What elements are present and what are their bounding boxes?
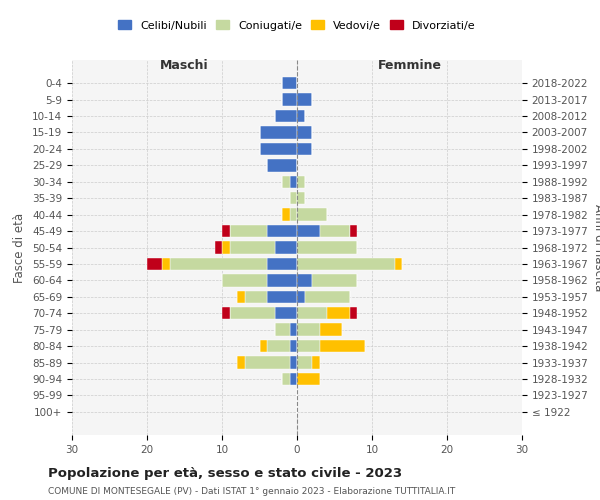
Bar — [267, 159, 297, 172]
Text: Popolazione per età, sesso e stato civile - 2023: Popolazione per età, sesso e stato civil… — [48, 468, 402, 480]
Bar — [275, 307, 297, 320]
Bar — [267, 258, 297, 270]
Bar — [349, 307, 357, 320]
Bar — [297, 143, 312, 155]
Bar — [327, 307, 349, 320]
Bar — [222, 307, 229, 320]
Bar — [222, 274, 267, 286]
Bar — [267, 274, 297, 286]
Bar — [297, 94, 312, 106]
Bar — [297, 356, 312, 368]
Bar — [290, 373, 297, 385]
Text: Maschi: Maschi — [160, 58, 209, 71]
Bar — [297, 176, 305, 188]
Bar — [282, 94, 297, 106]
Text: COMUNE DI MONTESEGALE (PV) - Dati ISTAT 1° gennaio 2023 - Elaborazione TUTTITALI: COMUNE DI MONTESEGALE (PV) - Dati ISTAT … — [48, 488, 455, 496]
Bar — [297, 274, 312, 286]
Bar — [395, 258, 402, 270]
Bar — [162, 258, 170, 270]
Bar — [297, 126, 312, 138]
Bar — [237, 290, 245, 303]
Bar — [297, 340, 320, 352]
Bar — [312, 274, 357, 286]
Bar — [297, 110, 305, 122]
Bar — [260, 126, 297, 138]
Bar — [297, 242, 357, 254]
Bar — [290, 192, 297, 204]
Bar — [297, 225, 320, 237]
Text: Femmine: Femmine — [377, 58, 442, 71]
Bar — [320, 340, 365, 352]
Bar — [267, 340, 290, 352]
Bar — [275, 324, 290, 336]
Y-axis label: Fasce di età: Fasce di età — [13, 212, 26, 282]
Bar — [305, 290, 349, 303]
Bar — [290, 324, 297, 336]
Bar — [312, 356, 320, 368]
Bar — [267, 290, 297, 303]
Bar — [297, 192, 305, 204]
Bar — [229, 225, 267, 237]
Legend: Celibi/Nubili, Coniugati/e, Vedovi/e, Divorziati/e: Celibi/Nubili, Coniugati/e, Vedovi/e, Di… — [115, 17, 479, 34]
Bar — [320, 225, 349, 237]
Bar — [297, 208, 327, 221]
Bar — [229, 307, 275, 320]
Bar — [267, 225, 297, 237]
Bar — [147, 258, 162, 270]
Bar — [229, 242, 275, 254]
Bar — [260, 143, 297, 155]
Bar — [282, 373, 290, 385]
Bar — [215, 242, 222, 254]
Bar — [290, 208, 297, 221]
Bar — [245, 290, 267, 303]
Bar — [297, 290, 305, 303]
Bar — [222, 242, 229, 254]
Bar — [282, 208, 290, 221]
Bar — [320, 324, 342, 336]
Bar — [290, 176, 297, 188]
Bar — [297, 373, 320, 385]
Bar — [349, 225, 357, 237]
Bar — [275, 242, 297, 254]
Bar — [275, 110, 297, 122]
Bar — [282, 77, 297, 90]
Bar — [222, 225, 229, 237]
Bar — [297, 258, 395, 270]
Bar — [282, 176, 290, 188]
Bar — [297, 324, 320, 336]
Y-axis label: Anni di nascita: Anni di nascita — [592, 204, 600, 291]
Bar — [245, 356, 290, 368]
Bar — [290, 340, 297, 352]
Bar — [170, 258, 267, 270]
Bar — [260, 340, 267, 352]
Bar — [297, 307, 327, 320]
Bar — [237, 356, 245, 368]
Bar — [290, 356, 297, 368]
